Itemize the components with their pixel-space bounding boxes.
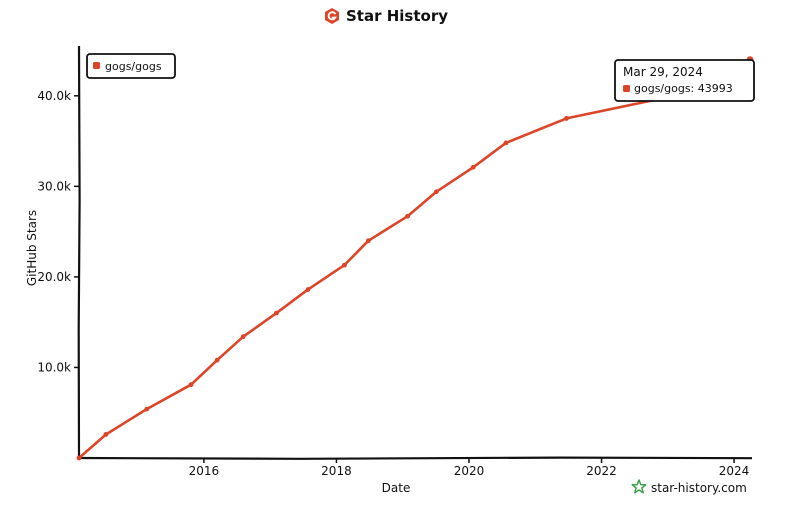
- data-point: [433, 189, 439, 195]
- x-tick-label: 2024: [719, 464, 750, 478]
- y-tick-label: 40.0k: [37, 89, 71, 103]
- data-point: [366, 238, 371, 244]
- axes: [77, 45, 753, 460]
- data-point: [342, 262, 347, 268]
- y-axis-ticks: 10.0k 20.0k 30.0k 40.0k: [37, 89, 79, 374]
- y-axis-line: [77, 45, 81, 459]
- x-axis-line: [77, 456, 753, 460]
- star-history-logo-icon: [325, 8, 339, 24]
- tooltip-swatch: [623, 85, 630, 92]
- x-axis-ticks: 2016 2018 2020 2022 2024: [189, 458, 750, 478]
- y-tick-label: 10.0k: [37, 360, 71, 374]
- tooltip-date: Mar 29, 2024: [623, 65, 703, 79]
- data-point: [273, 310, 279, 316]
- x-axis-title: Date: [382, 481, 411, 495]
- y-axis-title: GitHub Stars: [25, 210, 39, 286]
- tooltip-value: gogs/gogs: 43993: [634, 82, 733, 95]
- data-point: [470, 164, 476, 170]
- chart-title-text: Star History: [346, 7, 448, 25]
- x-tick-label: 2020: [454, 464, 485, 478]
- tooltip-box: [614, 59, 755, 102]
- x-tick-label: 2018: [321, 464, 352, 478]
- series-line: [77, 58, 752, 460]
- watermark: star-history.com: [631, 479, 747, 495]
- x-tick-label: 2016: [189, 464, 220, 478]
- data-point: [240, 334, 246, 340]
- series-group: [76, 56, 754, 461]
- star-history-star-icon: [631, 479, 647, 494]
- x-tick-label: 2022: [586, 464, 617, 478]
- data-point: [214, 357, 220, 363]
- watermark-text: star-history.com: [651, 481, 747, 495]
- y-tick-label: 30.0k: [37, 179, 71, 193]
- legend-box: [86, 53, 176, 79]
- chart-title: Star History: [325, 7, 448, 25]
- legend: gogs/gogs: [86, 53, 176, 79]
- y-tick-label: 20.0k: [37, 270, 71, 284]
- data-point: [564, 116, 569, 121]
- data-point: [305, 287, 311, 292]
- data-point: [144, 406, 150, 412]
- data-point: [188, 382, 194, 388]
- data-point: [103, 432, 109, 437]
- data-point: [503, 140, 509, 146]
- tooltip: Mar 29, 2024 gogs/gogs: 43993: [614, 59, 755, 102]
- data-point: [405, 213, 411, 219]
- data-point: [76, 455, 82, 461]
- legend-label: gogs/gogs: [105, 60, 162, 73]
- legend-swatch: [93, 62, 100, 69]
